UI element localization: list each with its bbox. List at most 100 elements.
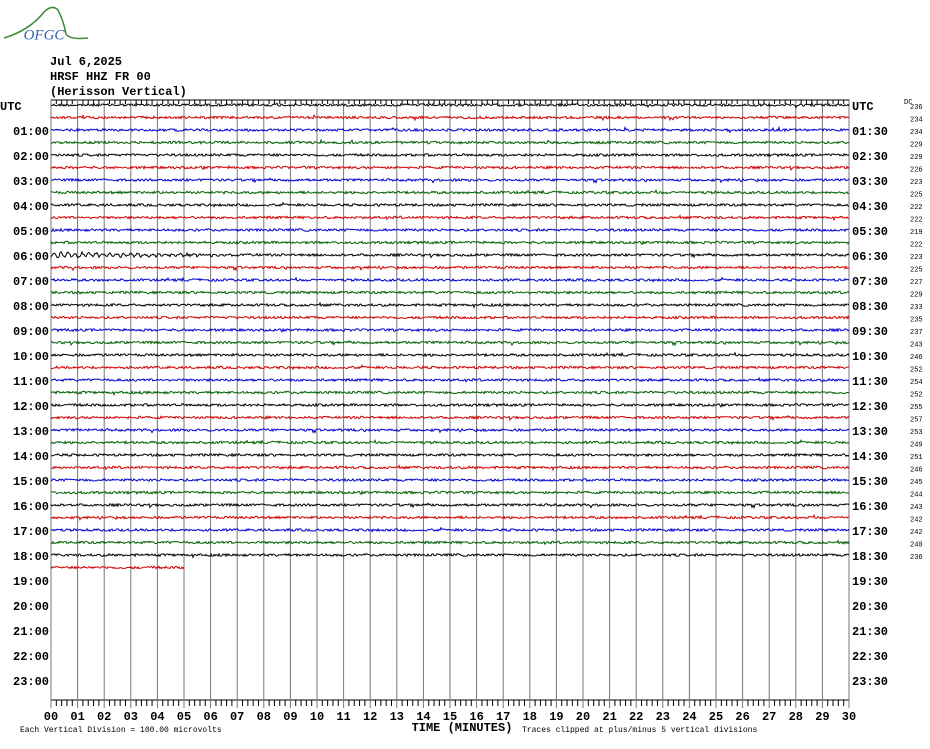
right-label: UTC [852,100,874,114]
left-label: UTC [0,100,22,114]
logo-curve [3,6,89,40]
trace [50,165,850,171]
trace [50,364,850,371]
dc-value: 219 [910,229,923,237]
x-tick-label: 14 [416,710,430,724]
dc-value: 233 [910,304,923,312]
right-label: 23:30 [852,675,888,689]
left-label: 16:00 [13,500,49,514]
x-tick-label: 09 [283,710,297,724]
trace [50,301,850,309]
x-tick-label: 22 [629,710,643,724]
trace [50,214,850,222]
trace [50,138,850,145]
dc-value: 252 [910,391,923,399]
clip-note: Traces clipped at plus/minus 5 vertical … [522,726,757,735]
left-label: 06:00 [13,250,49,264]
x-tick-label: 30 [842,710,856,724]
left-label: 13:00 [13,425,49,439]
trace [50,439,850,446]
left-label: 01:00 [13,125,49,139]
dc-value: 235 [910,316,923,324]
dc-value: 244 [910,491,923,499]
trace [50,477,850,483]
trace [50,290,850,296]
dc-value: 229 [910,141,923,149]
x-tick-label: 20 [576,710,590,724]
dc-value: 234 [910,116,923,124]
x-tick-label: 02 [97,710,111,724]
dc-value: 242 [910,529,923,537]
trace [51,490,850,496]
x-tick-label: 24 [682,710,696,724]
dc-value: 243 [910,504,923,512]
trace [50,376,850,383]
trace [50,464,850,472]
trace [50,327,850,333]
dc-value: 240 [910,541,923,549]
left-label: 08:00 [13,300,49,314]
left-label: 05:00 [13,225,49,239]
trace [51,227,850,233]
dc-value: 237 [910,329,923,337]
dc-value: 245 [910,479,923,487]
dc-value: 236 [910,554,923,562]
dc-value: 246 [910,354,923,362]
right-label: 18:30 [852,550,888,564]
x-tick-label: 08 [257,710,271,724]
dc-value: 249 [910,441,923,449]
right-label: 20:30 [852,600,888,614]
left-label: 14:00 [13,450,49,464]
trace [50,339,850,347]
trace [50,276,850,283]
x-tick-label: 05 [177,710,191,724]
dc-value: 246 [910,466,923,474]
left-label: 18:00 [13,550,49,564]
x-tick-label: 28 [789,710,803,724]
x-tick-label: 25 [709,710,723,724]
x-tick-label: 12 [363,710,377,724]
dc-value: 229 [910,154,923,162]
dc-value: 223 [910,179,923,187]
dc-value: 255 [910,404,923,412]
right-label: 11:30 [852,375,888,389]
dc-value: 222 [910,204,923,212]
trace [50,113,850,122]
dc-value: 257 [910,416,923,424]
dc-value: 254 [910,379,923,387]
x-tick-label: 11 [336,710,350,724]
x-tick-label: 18 [523,710,537,724]
date: Jul 6,2025 [50,55,122,69]
dc-value: 253 [910,429,923,437]
right-label: 16:30 [852,500,888,514]
x-tick-label: 07 [230,710,244,724]
trace [50,552,850,559]
x-tick-label: 06 [203,710,217,724]
right-label: 02:30 [852,150,888,164]
trace [50,565,185,570]
description: (Herisson Vertical) [50,85,187,99]
right-label: 17:30 [852,525,888,539]
dc-value: 229 [910,291,923,299]
left-label: 04:00 [13,200,49,214]
dc-value: 222 [910,216,923,224]
right-label: 08:30 [852,300,888,314]
left-label: 03:00 [13,175,49,189]
dc-value: 227 [910,279,923,287]
right-label: 06:30 [852,250,888,264]
x-tick-label: 19 [549,710,563,724]
trace [50,502,850,509]
x-tick-label: 13 [390,710,404,724]
dc-label: DC [904,99,912,107]
trace [50,402,850,408]
logo: OFGC [24,27,66,43]
right-label: 22:30 [852,650,888,664]
left-label: 15:00 [13,475,49,489]
left-label: 19:00 [13,575,49,589]
left-label: 10:00 [13,350,49,364]
trace [50,315,850,320]
x-tick-label: 21 [602,710,616,724]
right-label: 04:30 [852,200,888,214]
right-label: 21:30 [852,625,888,639]
right-label: 14:30 [852,450,888,464]
